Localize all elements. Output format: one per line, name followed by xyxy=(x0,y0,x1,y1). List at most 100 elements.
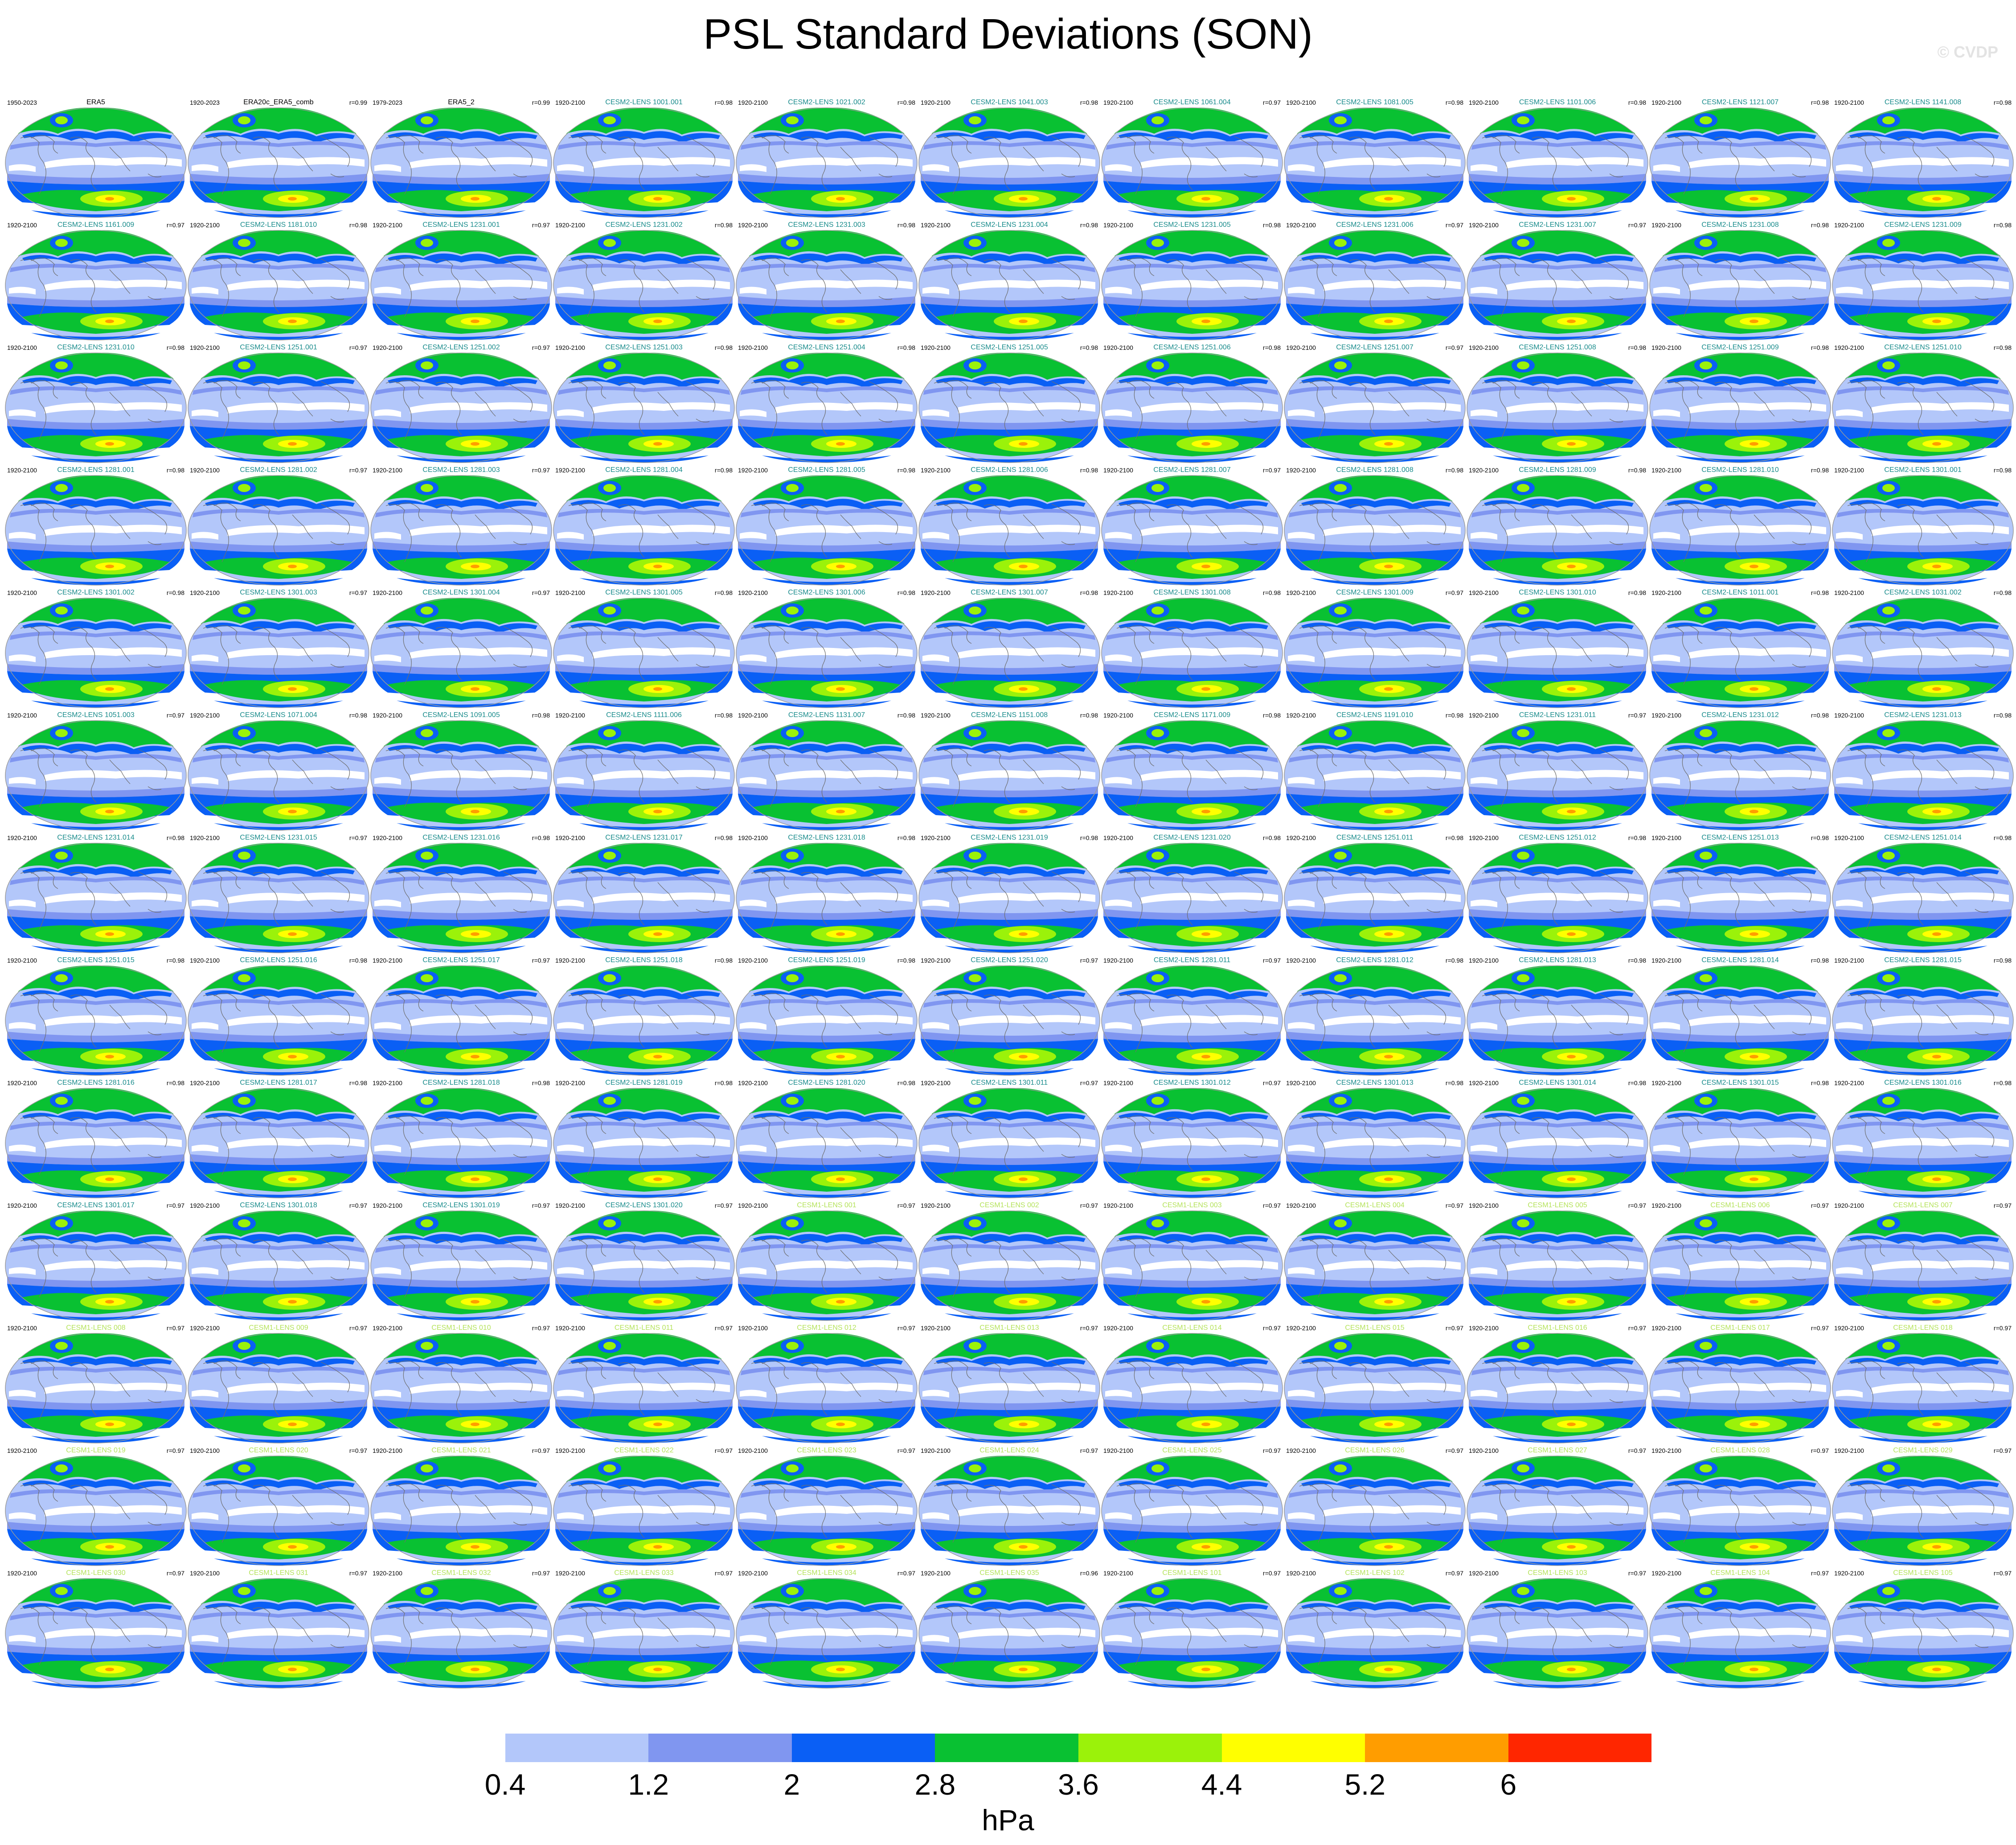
psl-stddev-map xyxy=(553,842,735,953)
panel-years: 1920-2100 xyxy=(921,1570,951,1577)
map-panel: 1920-2100 CESM2-LENS 1301.014 r=0.98 xyxy=(1466,1078,1649,1199)
panel-years: 1920-2100 xyxy=(373,221,402,229)
panel-label: CESM2-LENS 1301.001 xyxy=(1884,466,1962,474)
panel-correlation: r=0.98 xyxy=(349,1079,367,1086)
panel-years: 1920-2100 xyxy=(921,957,951,964)
panel-label: CESM2-LENS 1281.015 xyxy=(1884,956,1962,964)
panel-label: CESM1-LENS 006 xyxy=(1710,1201,1770,1209)
map-panel: 1920-2100 CESM2-LENS 1251.002 r=0.97 xyxy=(370,343,553,463)
panel-label: CESM2-LENS 1121.007 xyxy=(1701,98,1779,106)
panel-correlation: r=0.98 xyxy=(714,1079,733,1086)
psl-stddev-map xyxy=(188,1455,369,1566)
colorbar-swatch xyxy=(1221,1734,1365,1762)
panel-years: 1920-2100 xyxy=(1103,1570,1133,1577)
panel-correlation: r=0.98 xyxy=(897,221,915,229)
panel-label: CESM2-LENS 1281.006 xyxy=(971,466,1048,474)
panel-label: CESM2-LENS 1251.019 xyxy=(788,956,865,964)
panel-correlation: r=0.98 xyxy=(1811,589,1829,596)
panel-years: 1920-2100 xyxy=(190,1324,220,1332)
map-panel: 1920-2100 CESM2-LENS 1301.016 r=0.98 xyxy=(1832,1078,2014,1199)
panel-correlation: r=0.97 xyxy=(532,344,550,351)
panel-years: 1920-2100 xyxy=(373,957,402,964)
psl-stddev-map xyxy=(370,965,552,1076)
panel-years: 1920-2100 xyxy=(1286,589,1316,596)
panel-years: 1920-2100 xyxy=(1286,834,1316,841)
map-panel: 1920-2100 CESM2-LENS 1251.014 r=0.98 xyxy=(1832,833,2014,954)
map-panel: 1920-2100 CESM2-LENS 1301.001 r=0.98 xyxy=(1832,466,2014,586)
panel-correlation: r=0.97 xyxy=(1445,1324,1463,1332)
map-panel: 1920-2100 CESM1-LENS 008 r=0.97 xyxy=(4,1324,187,1444)
panel-correlation: r=0.98 xyxy=(1811,467,1829,474)
colorbar-tick-label: 4.4 xyxy=(1201,1768,1242,1801)
psl-stddev-map xyxy=(5,1087,187,1198)
panel-years: 1920-2100 xyxy=(1469,221,1499,229)
psl-stddev-map xyxy=(5,475,187,586)
panel-label: CESM2-LENS 1251.012 xyxy=(1519,834,1596,841)
panel-correlation: r=0.98 xyxy=(1628,1079,1646,1086)
panel-correlation: r=0.98 xyxy=(1993,957,2012,964)
psl-stddev-map xyxy=(918,965,1100,1076)
panel-label: CESM1-LENS 009 xyxy=(249,1324,308,1332)
map-panel: 1920-2100 CESM2-LENS 1101.006 r=0.98 xyxy=(1466,98,1649,218)
map-panel: 1920-2100 CESM2-LENS 1151.008 r=0.98 xyxy=(918,711,1101,831)
panel-years: 1920-2100 xyxy=(1286,957,1316,964)
panel-years: 1920-2100 xyxy=(190,1570,220,1577)
panel-label: CESM2-LENS 1011.001 xyxy=(1701,589,1779,596)
panel-correlation: r=0.98 xyxy=(1445,1079,1463,1086)
map-panel: 1920-2100 CESM2-LENS 1141.008 r=0.98 xyxy=(1832,98,2014,218)
psl-stddev-map xyxy=(1832,1210,2014,1321)
panel-label: CESM2-LENS 1281.010 xyxy=(1701,466,1779,474)
psl-stddev-map xyxy=(1101,107,1283,218)
panel-label: CESM2-LENS 1231.001 xyxy=(422,221,500,229)
psl-stddev-map xyxy=(736,1210,918,1321)
map-panel: 1920-2100 CESM1-LENS 009 r=0.97 xyxy=(187,1324,370,1444)
panel-correlation: r=0.96 xyxy=(1080,1570,1098,1577)
map-panel: 1920-2100 CESM2-LENS 1231.005 r=0.98 xyxy=(1101,221,1283,341)
panel-years: 1920-2100 xyxy=(1834,344,1864,351)
map-panel: 1920-2023 ERA20c_ERA5_comb r=0.99 xyxy=(187,98,370,218)
panel-years: 1920-2100 xyxy=(738,957,768,964)
panel-label: ERA5_2 xyxy=(448,98,475,106)
map-panel: 1920-2100 CESM2-LENS 1251.005 r=0.98 xyxy=(918,343,1101,463)
panel-correlation: r=0.97 xyxy=(532,957,550,964)
colorbar-tick-label: 6 xyxy=(1500,1768,1517,1801)
panel-label: CESM2-LENS 1231.020 xyxy=(1153,834,1231,841)
panel-label: CESM1-LENS 019 xyxy=(66,1447,126,1454)
panel-years: 1920-2100 xyxy=(373,1570,402,1577)
map-panel: 1920-2100 CESM2-LENS 1251.001 r=0.97 xyxy=(187,343,370,463)
panel-label: CESM1-LENS 002 xyxy=(979,1201,1039,1209)
psl-stddev-map xyxy=(736,720,918,831)
psl-stddev-map xyxy=(370,1210,552,1321)
psl-stddev-map xyxy=(1284,842,1466,953)
panel-years: 1920-2100 xyxy=(1651,1447,1681,1454)
map-panel: 1920-2100 CESM2-LENS 1281.017 r=0.98 xyxy=(187,1078,370,1199)
map-panel: 1920-2100 CESM2-LENS 1191.010 r=0.98 xyxy=(1283,711,1466,831)
panel-years: 1920-2100 xyxy=(1469,467,1499,474)
panel-years: 1920-2100 xyxy=(1834,1079,1864,1086)
psl-stddev-map xyxy=(5,107,187,218)
colorbar-units-label: hPa xyxy=(982,1804,1034,1837)
map-panel: 1920-2100 CESM2-LENS 1301.004 r=0.97 xyxy=(370,588,553,709)
psl-stddev-map xyxy=(370,1455,552,1566)
panel-correlation: r=0.97 xyxy=(532,1324,550,1332)
map-panel: 1920-2100 CESM1-LENS 026 r=0.97 xyxy=(1283,1446,1466,1566)
psl-stddev-map xyxy=(5,1578,187,1689)
panel-years: 1920-2100 xyxy=(373,1079,402,1086)
panel-label: CESM2-LENS 1101.006 xyxy=(1519,98,1596,106)
map-panel: 1920-2100 CESM2-LENS 1251.013 r=0.98 xyxy=(1649,833,1832,954)
colorbar-tick-label: 2 xyxy=(783,1768,800,1801)
panel-correlation: r=0.98 xyxy=(1628,99,1646,106)
panel-correlation: r=0.98 xyxy=(897,834,915,841)
panel-label: CESM2-LENS 1081.005 xyxy=(1336,98,1414,106)
map-panel: 1920-2100 CESM2-LENS 1181.010 r=0.98 xyxy=(187,221,370,341)
panel-correlation: r=0.97 xyxy=(1080,1202,1098,1209)
panel-label: CESM1-LENS 024 xyxy=(979,1447,1039,1454)
panel-years: 1920-2100 xyxy=(1469,712,1499,719)
colorbar-tick-label: 5.2 xyxy=(1344,1768,1386,1801)
panel-label: CESM1-LENS 029 xyxy=(1893,1447,1953,1454)
panel-years: 1920-2100 xyxy=(1834,834,1864,841)
psl-stddev-map xyxy=(1467,1087,1648,1198)
map-panel: 1920-2100 CESM2-LENS 1281.011 r=0.97 xyxy=(1101,956,1283,1076)
panel-label: CESM1-LENS 015 xyxy=(1345,1324,1405,1332)
map-panel: 1920-2100 CESM2-LENS 1031.002 r=0.98 xyxy=(1832,588,2014,709)
